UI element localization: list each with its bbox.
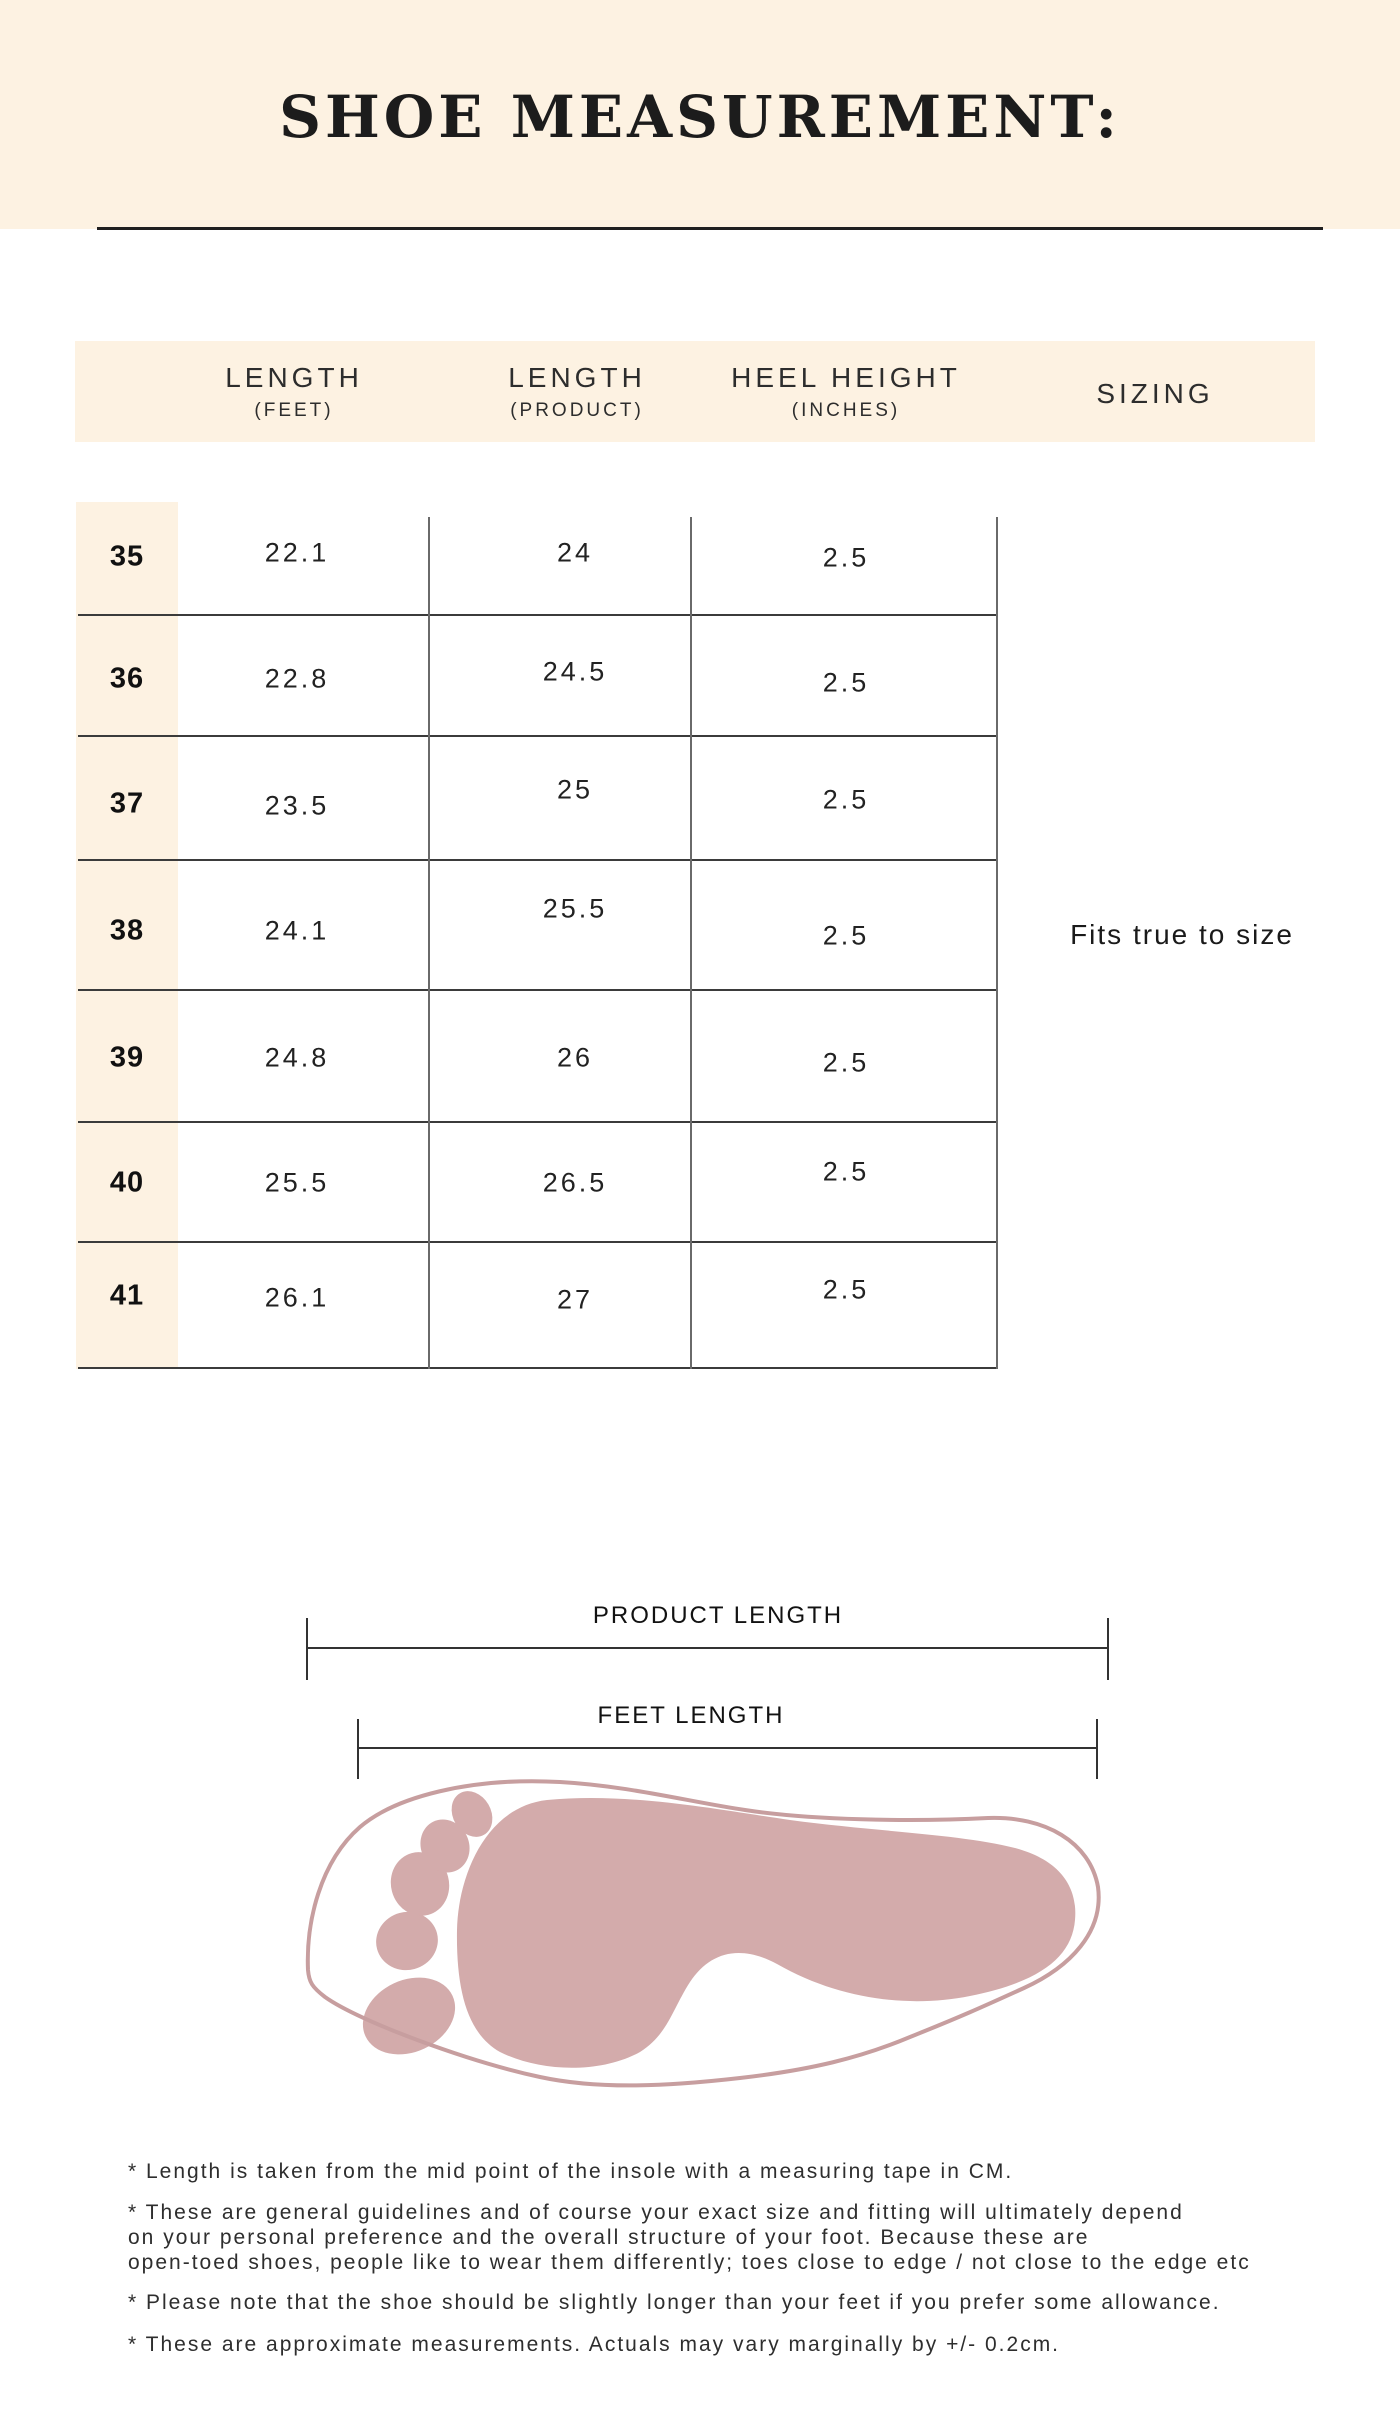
column-subheader-inches: (INCHES)	[791, 400, 901, 421]
toe-circle	[376, 1911, 438, 1971]
feet-length-cell: 23.5	[264, 790, 330, 821]
feet-length-cell: 24.1	[264, 915, 330, 946]
column-header-length-feet: LENGTH	[225, 362, 363, 393]
banner	[0, 0, 1400, 229]
footnote-tolerance: * These are approximate measurements. Ac…	[128, 2333, 1061, 2356]
feet-length-cell: 24.8	[264, 1042, 330, 1073]
size-cell: 38	[109, 914, 145, 947]
footnote-general-guidelines: * These are general guidelines and of co…	[128, 2201, 1251, 2274]
heel-height-cell: 2.5	[822, 1156, 870, 1187]
heel-height-cell: 2.5	[822, 920, 870, 951]
banner-divider	[97, 227, 1323, 230]
toe-circle	[451, 1791, 493, 1837]
feet-length-cell: 22.8	[264, 663, 330, 694]
footprint-sole-fill	[456, 1798, 1076, 2068]
row-divider	[78, 1121, 997, 1123]
feet-length-cell: 26.1	[264, 1282, 330, 1313]
feet-length-left-tick	[357, 1719, 359, 1779]
table-header-band	[75, 341, 1315, 442]
feet-length-right-tick	[1096, 1719, 1098, 1779]
column-divider	[690, 517, 692, 1369]
product-length-cell: 24	[556, 537, 594, 568]
column-divider	[428, 517, 430, 1369]
size-cell: 36	[109, 662, 145, 695]
size-column-background	[76, 502, 178, 1369]
row-divider	[78, 859, 997, 861]
product-length-line	[307, 1647, 1108, 1649]
size-cell: 40	[109, 1166, 145, 1199]
heel-height-cell: 2.5	[822, 1274, 870, 1305]
toe-circle	[420, 1819, 470, 1873]
size-cell: 39	[109, 1041, 145, 1074]
feet-length-label: FEET LENGTH	[597, 1702, 785, 1729]
column-header-sizing: SIZING	[1096, 378, 1214, 409]
heel-height-cell: 2.5	[822, 784, 870, 815]
footnote-measuring-method: * Length is taken from the mid point of …	[128, 2160, 1014, 2183]
product-length-cell: 27	[556, 1284, 594, 1315]
product-length-cell: 24.5	[542, 656, 608, 687]
heel-height-cell: 2.5	[822, 667, 870, 698]
column-subheader-feet: (FEET)	[254, 400, 334, 421]
feet-length-line	[358, 1747, 1097, 1749]
row-divider	[78, 614, 997, 616]
product-length-cell: 26.5	[542, 1167, 608, 1198]
product-length-left-tick	[306, 1618, 308, 1680]
size-cell: 37	[109, 787, 145, 820]
feet-length-cell: 22.1	[264, 537, 330, 568]
footnote-allowance: * Please note that the shoe should be sl…	[128, 2291, 1221, 2314]
product-length-label: PRODUCT LENGTH	[592, 1602, 844, 1629]
product-length-cell: 26	[556, 1042, 594, 1073]
product-length-cell: 25.5	[542, 893, 608, 924]
table-bottom-border	[78, 1367, 997, 1369]
row-divider	[78, 1241, 997, 1243]
column-header-heel-height: HEEL HEIGHT	[731, 362, 961, 393]
row-divider	[78, 989, 997, 991]
feet-length-cell: 25.5	[264, 1167, 330, 1198]
heel-height-cell: 2.5	[822, 542, 870, 573]
sizing-note: Fits true to size	[1070, 919, 1294, 950]
heel-height-cell: 2.5	[822, 1047, 870, 1078]
footprint-illustration	[305, 1779, 1101, 2088]
page-title: SHOE MEASUREMENT:	[279, 83, 1121, 151]
product-length-right-tick	[1107, 1618, 1109, 1680]
size-cell: 35	[109, 540, 145, 573]
size-cell: 41	[109, 1279, 145, 1312]
insole-outline	[305, 1779, 1101, 2088]
table-right-border	[996, 517, 998, 1369]
product-length-cell: 25	[556, 774, 594, 805]
column-header-length-product: LENGTH	[508, 362, 646, 393]
row-divider	[78, 735, 997, 737]
column-subheader-product: (PRODUCT)	[510, 400, 644, 421]
big-toe-circle	[362, 1977, 456, 2055]
